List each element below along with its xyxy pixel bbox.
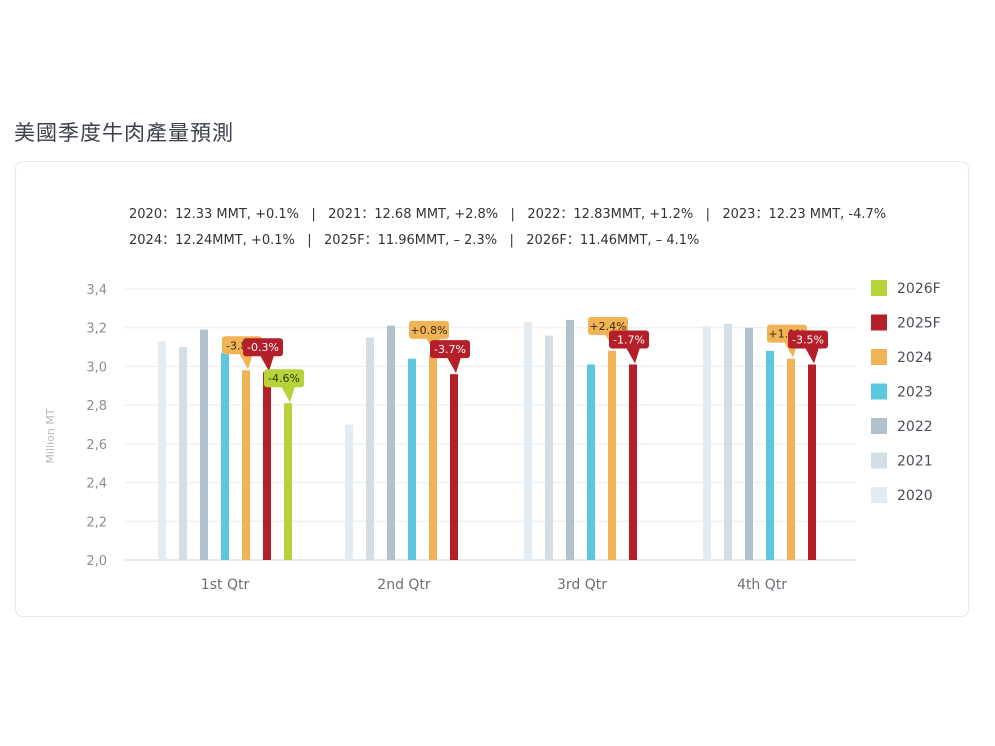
bar-2025F-4th-Qtr: [808, 364, 816, 560]
callout-pointer: [281, 386, 295, 403]
bar-2025F-3rd-Qtr: [629, 364, 637, 560]
y-tick-label: 2,2: [86, 515, 107, 530]
summary-line-1: 2020：12.33 MMT, +0.1% | 2021：12.68 MMT, …: [129, 207, 887, 222]
bar-2024-1st-Qtr: [242, 370, 250, 560]
bar-2026F-1st-Qtr: [284, 403, 292, 560]
bar-2024-4th-Qtr: [787, 358, 795, 560]
y-tick-label: 3,4: [86, 283, 107, 298]
bar-2021-2nd-Qtr: [366, 337, 374, 560]
legend-label: 2023: [897, 385, 933, 401]
x-tick-label: 2nd Qtr: [377, 577, 431, 593]
legend-swatch-2021: [871, 452, 887, 469]
bar-2020-1st-Qtr: [158, 341, 166, 560]
bar-2025F-2nd-Qtr: [450, 374, 458, 560]
callout-box: [409, 320, 449, 339]
bar-2020-4th-Qtr: [703, 325, 711, 560]
callout-box: [588, 316, 628, 335]
summary-line-2: 2024：12.24MMT, +0.1% | 2025F：11.96MMT, –…: [129, 233, 700, 248]
page-title: 美國季度牛肉產量預測: [14, 121, 234, 145]
callout-pointer: [260, 355, 274, 372]
callout-box: [788, 330, 828, 349]
bar-2020-2nd-Qtr: [345, 424, 353, 560]
data-label: +2.4%: [589, 320, 626, 333]
bar-2024-3rd-Qtr: [608, 350, 616, 560]
x-tick-label: 1st Qtr: [201, 577, 250, 593]
bar-2023-3rd-Qtr: [587, 364, 595, 560]
data-label: -4.6%: [268, 372, 300, 385]
callout-box: [264, 369, 304, 388]
bar-2023-1st-Qtr: [221, 352, 229, 560]
legend-swatch-2025F: [871, 314, 887, 331]
y-tick-label: 3,2: [86, 322, 107, 337]
callout-pointer: [447, 357, 461, 374]
legend-label: 2026F: [897, 281, 941, 297]
data-label: -1.7%: [613, 333, 645, 346]
legend-swatch-2024: [871, 349, 887, 365]
y-tick-label: 2,6: [86, 438, 107, 453]
y-tick-label: 2,4: [86, 477, 107, 492]
data-label: -3.5%: [792, 333, 824, 346]
legend-swatch-2026F: [871, 280, 887, 296]
legend-label: 2021: [897, 454, 933, 470]
legend-swatch-2020: [871, 487, 887, 503]
legend-label: 2024: [897, 350, 933, 366]
bar-2025F-1st-Qtr: [263, 372, 271, 560]
data-label: -3.7%: [434, 343, 466, 356]
bar-2023-4th-Qtr: [766, 350, 774, 560]
bar-2022-2nd-Qtr: [387, 325, 395, 560]
legend-swatch-2022: [871, 418, 887, 434]
y-tick-label: 2,0: [86, 554, 107, 569]
bar-2023-2nd-Qtr: [408, 358, 416, 560]
legend-label: 2020: [897, 488, 933, 504]
bar-2021-1st-Qtr: [179, 347, 187, 560]
y-tick-label: 3,0: [86, 360, 107, 375]
x-tick-label: 3rd Qtr: [557, 577, 607, 593]
y-axis-label: Million MT: [44, 408, 57, 463]
callout-box: [609, 330, 649, 349]
legend-label: 2025F: [897, 316, 941, 332]
callout-box: [243, 338, 283, 357]
bar-2021-4th-Qtr: [724, 323, 732, 560]
bar-2022-1st-Qtr: [200, 329, 208, 560]
callout-pointer: [805, 347, 819, 364]
x-tick-label: 4th Qtr: [737, 577, 787, 593]
legend-label: 2022: [897, 419, 933, 435]
data-label: +0.8%: [410, 324, 447, 337]
bar-2022-4th-Qtr: [745, 327, 753, 560]
bar-2022-3rd-Qtr: [566, 319, 574, 560]
data-label: -0.3%: [247, 341, 279, 354]
callout-box: [430, 340, 470, 359]
callout-pointer: [626, 347, 640, 364]
y-tick-label: 2,8: [86, 399, 107, 414]
bar-2020-3rd-Qtr: [524, 321, 532, 560]
bar-2021-3rd-Qtr: [545, 335, 553, 560]
bar-2024-2nd-Qtr: [429, 354, 437, 560]
callout-pointer: [239, 353, 253, 370]
legend-swatch-2023: [871, 383, 887, 400]
